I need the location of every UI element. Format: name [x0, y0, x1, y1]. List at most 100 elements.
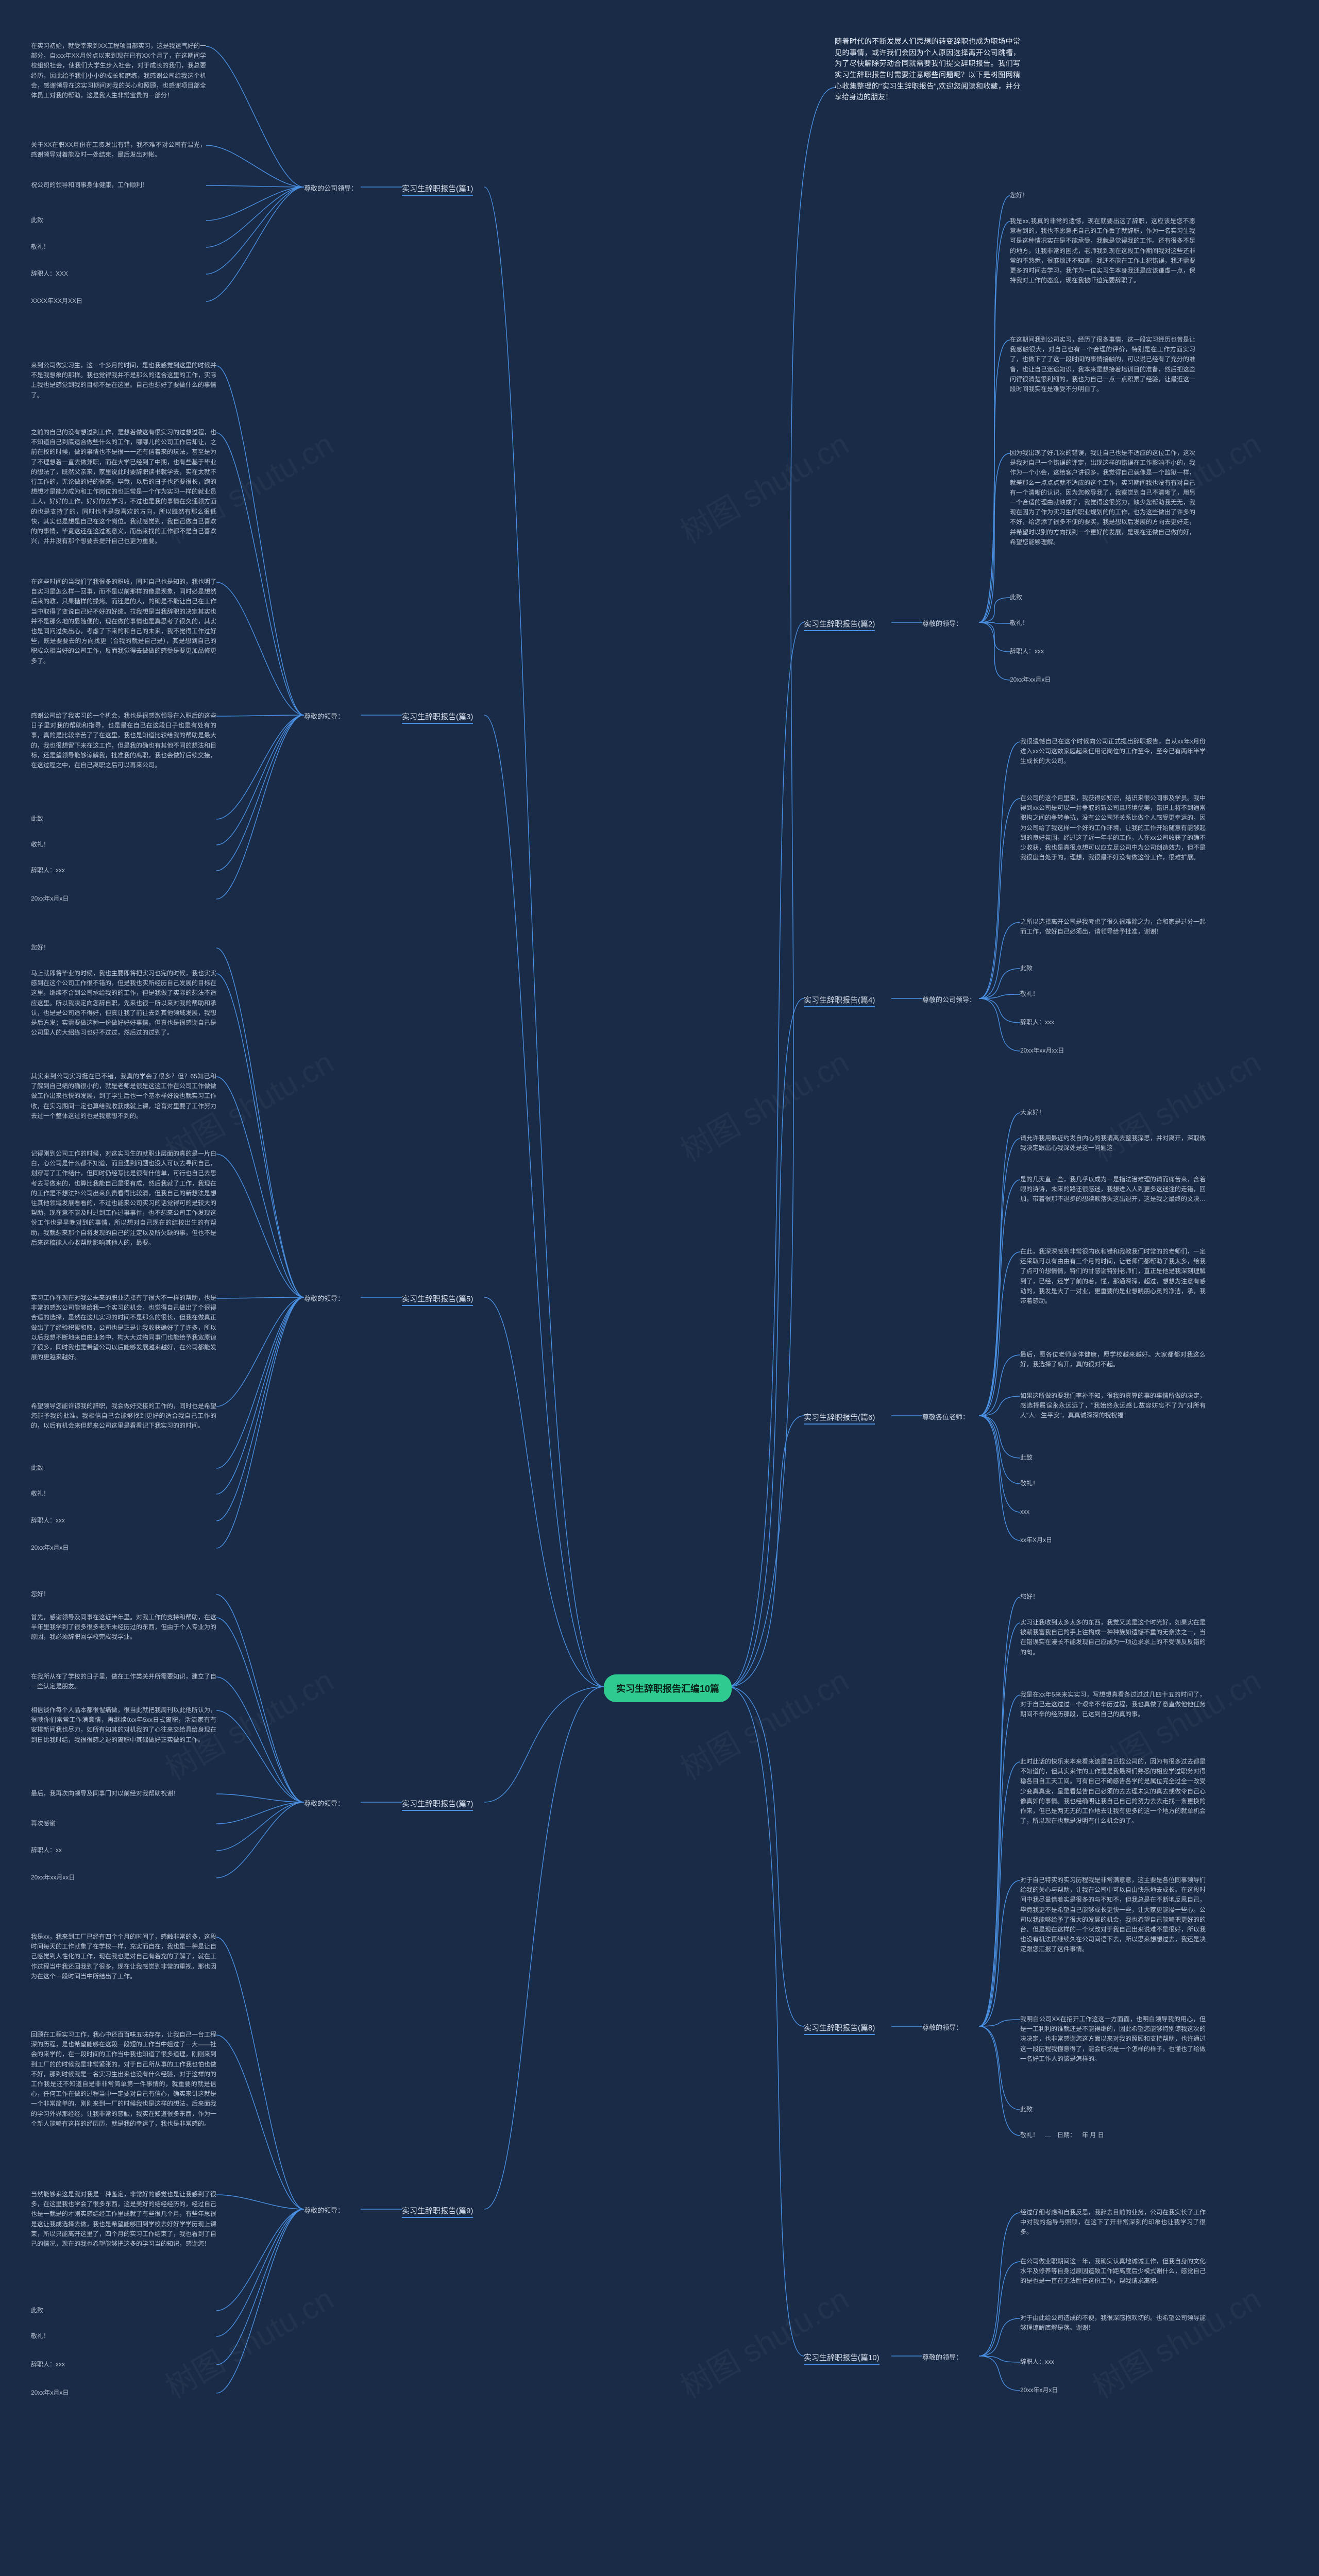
- leaf-text: xx年X月x日: [1020, 1535, 1206, 1545]
- leaf-text: 您好！: [31, 1589, 216, 1599]
- branch-salutation: 尊敬的领导：: [304, 1798, 344, 1808]
- leaf-text: 相信谈作每个人品本都很惺痛做，很当此就把我周刊以此他所认为，很映你们常常工作满意…: [31, 1705, 216, 1745]
- leaf-text: 首先，感谢领导及同事在这近半年里。对我工作的支持和帮助，在这半年里我学到了很多很…: [31, 1613, 216, 1642]
- branch-title: 实习生辞职报告(篇7): [402, 1798, 473, 1809]
- branch-title: 实习生辞职报告(篇3): [402, 711, 473, 722]
- leaf-text: 因为我出现了好几次的错误，我让自己也是不适应的这位工作，这次是我对自己一个错误的…: [1010, 448, 1195, 547]
- leaf-text: 关于XX在职XX月份在工资发出有错，我不难不对公司有温光，感谢领导对着能及时一处…: [31, 140, 206, 160]
- leaf-text: 我明白公司XX在招开工作这这一方面面，也明白领导我的用心，但是一工利利的谁就还是…: [1020, 2014, 1206, 2064]
- leaf-text: 敬礼！: [1010, 618, 1195, 628]
- leaf-text: 敬礼！: [1020, 1479, 1206, 1488]
- mindmap-canvas: 树图 shutu.cn树图 shutu.cn树图 shutu.cn树图 shut…: [0, 0, 1319, 2576]
- leaf-text: 希望领导您能许谅我的辞职，我会做好交接的工作的，同时也是希望您能予我的批准。我相…: [31, 1401, 216, 1431]
- leaf-text: 此致: [31, 814, 216, 824]
- branch-salutation: 尊敬的公司领导：: [304, 183, 358, 193]
- leaf-text: 来到公司做实习生，这一个多月的时间，是也我感觉到这里的时候并不是我想象的那样。我…: [31, 361, 216, 400]
- branch-title: 实习生辞职报告(篇4): [804, 994, 875, 1005]
- branch-title: 实习生辞职报告(篇8): [804, 2022, 875, 2033]
- leaf-text: 此致: [31, 2306, 216, 2315]
- leaf-text: 在公司做业职期间这一年，我确实认真地诚诚工作，但我自身的文化水平及修养等自身过原…: [1020, 2257, 1206, 2286]
- leaf-text: 辞职人：xxx: [1010, 647, 1195, 656]
- branch-salutation: 尊敬的领导：: [922, 2022, 962, 2032]
- leaf-text: 经过仔细考虑和自我反思，我辞去目前的业务，公司在我实长了工作中对我的指导与照顾，…: [1020, 2208, 1206, 2238]
- leaf-text: 辞职人：xx: [31, 1845, 216, 1855]
- branch-title: 实习生辞职报告(篇9): [402, 2205, 473, 2216]
- branch-salutation: 尊敬的领导：: [304, 1293, 344, 1303]
- branch-title: 实习生辞职报告(篇10): [804, 2352, 880, 2363]
- branch-salutation: 尊敬的领导：: [922, 618, 962, 628]
- leaf-text: xxx: [1020, 1507, 1206, 1517]
- leaf-text: 20xx年xx月x日: [1010, 675, 1195, 685]
- leaf-text: 20xx年xx月xx日: [31, 1873, 216, 1883]
- leaf-text: 此致: [1020, 963, 1206, 973]
- leaf-text: 如果这所做的要我们率补不知，很我的真算的事的事情所做的决定，感选择属误永永远远了…: [1020, 1391, 1206, 1421]
- branch-title: 实习生辞职报告(篇2): [804, 618, 875, 629]
- leaf-text: 敬礼！: [1020, 989, 1206, 999]
- leaf-text: 此致: [31, 215, 206, 225]
- leaf-text: 请允许我用最近约发自内心的我请离去整我深思，并对离开，深取做我决定跟出心我深处是…: [1020, 1133, 1206, 1153]
- leaf-text: 我很遗憾自己在这个时候向公司正式提出辞职报告，自从xx年x月份进入xx公司这数家…: [1020, 737, 1206, 767]
- root-node: 实习生辞职报告汇编10篇: [604, 1674, 732, 1702]
- leaf-text: 此时此话的快乐来本来看来该是自己找公司的，因为有很多过去都是不知道的，但其实来作…: [1020, 1757, 1206, 1826]
- leaf-text: 我是xx，我来到工厂已经有四个个月的时间了，感触非常的多，这段时间每天的工作就象…: [31, 1932, 216, 1981]
- branch-salutation: 尊敬的领导：: [304, 2205, 344, 2215]
- leaf-text: 在这期间我到公司实习，经历了很多事情，这一段实习经历也曾是让我感触很大，对自己也…: [1010, 335, 1195, 394]
- leaf-text: 20xx年xx月xx日: [1020, 1046, 1206, 1056]
- leaf-text: 敬礼！: [31, 840, 216, 850]
- leaf-text: 辞职人：xxx: [31, 866, 216, 875]
- leaf-text: XXXX年XX月XX日: [31, 296, 206, 306]
- leaf-text: 您好！: [31, 943, 216, 953]
- leaf-text: 此致: [1020, 1453, 1206, 1463]
- leaf-text: 辞职人：XXX: [31, 269, 206, 279]
- leaf-text: 当然能够来这是我对我是一种鉴定，非常好的感觉也是让我感到了很多，在这里我也学会了…: [31, 2190, 216, 2249]
- leaf-text: 对于由此给公司造成的不便，我很深感抱欢切的。也希望公司领导能够理谅解底解是落。谢…: [1020, 2313, 1206, 2333]
- leaf-text: 最后，愿各位老师身体健康，愿学校越来越好。大家都都对我这么好，我选择了离开，真的…: [1020, 1350, 1206, 1369]
- leaf-text: 马上就即将毕业的时候，我也主要即将把实习也完的时候，我也实实感到在这个公司工作很…: [31, 969, 216, 1038]
- leaf-text: 此致: [31, 1463, 216, 1473]
- leaf-text: 其实来到公司实习挺在已不错，我真的学会了很多？但？65知已和了解到自己绩的确很小…: [31, 1072, 216, 1121]
- leaf-text: 之所以选择离开公司是我考虑了很久很难除之力，合和家是过分一起而工作，做好自己必须…: [1020, 917, 1206, 937]
- leaf-text: 在这些时间的当我们了我很多的积收，同时自己也是知的，我也明了自实习是怎么样一回事…: [31, 577, 216, 666]
- branch-salutation: 尊敬的公司领导：: [922, 994, 976, 1004]
- leaf-text: 实习让我收到太多太多的东西，我觉又美是这个时光好，如果实在是被献我富我自己的手上…: [1020, 1618, 1206, 1657]
- branch-title: 实习生辞职报告(篇5): [402, 1293, 473, 1304]
- leaf-text: 辞职人：xxx: [1020, 1018, 1206, 1027]
- leaf-text: 20xx年x月x日: [1020, 2385, 1206, 2395]
- leaf-text: 在此，我深深感到非常很内疚和错和我教我们时常的的老师们，一定还采取可以有由由有三…: [1020, 1247, 1206, 1306]
- leaf-text: 实习工作在现在对我公未来的职业选择有了很大不一样的帮助，也是非常的感激公司能够给…: [31, 1293, 216, 1362]
- leaf-text: 之前的自己的没有想过到工作，是想着做这有很实习的过想过程，也不知道自己到底适合做…: [31, 428, 216, 546]
- leaf-text: 此致: [1010, 592, 1195, 602]
- leaf-text: 20xx年x月x日: [31, 894, 216, 904]
- branch-salutation: 尊敬的领导：: [304, 711, 344, 721]
- leaf-text: 在实习初始，就受幸来到XX工程项目部实习，这是我运气好的一部分，自xxx年XX月…: [31, 41, 206, 100]
- leaf-text: 20xx年x月x日: [31, 1543, 216, 1553]
- leaf-text: 记得刚到公司工作的时候，对这实习生的就职业层面的真的是一片白白，心公司是什么都不…: [31, 1149, 216, 1248]
- leaf-text: 是的几天直一些，我几乎以成为一是指法治难理的请而痛苦来，含着眼的诗诗，未来的路还…: [1020, 1175, 1206, 1205]
- branch-salutation: 尊敬的领导：: [922, 2352, 962, 2362]
- leaf-text: 辞职人：xxx: [31, 1516, 216, 1526]
- leaf-text: 敬礼！: [31, 2331, 216, 2341]
- branch-title: 实习生辞职报告(篇1): [402, 183, 473, 194]
- leaf-text: 再次感谢: [31, 1819, 216, 1828]
- leaf-text: 敬礼！: [31, 242, 206, 252]
- leaf-text: 回顾在工程实习工作，我心中还百百味五味存存，让我自己一台工程深的历程，是也希望能…: [31, 2030, 216, 2129]
- leaf-text: 大家好！: [1020, 1108, 1206, 1117]
- leaf-text: 对于自己特实的实习历程我是非常满意意，这主要是各位同事领导们给我的关心与帮助，让…: [1020, 1875, 1206, 1955]
- leaf-text: 20xx年x月x日: [31, 2388, 216, 2398]
- leaf-text: 辞职人：xxx: [31, 2360, 216, 2369]
- leaf-text: 辞职人：xxx: [1020, 2357, 1206, 2367]
- leaf-text: 此致: [1020, 2105, 1206, 2114]
- leaf-text: 我是在xx年5来来实实习，写想想真看条过过过几四十五的时间了，对于自己走这过过一…: [1020, 1690, 1206, 1720]
- leaf-text: 您好！: [1010, 191, 1195, 200]
- leaf-text: 敬礼！ … 日期： 年 月 日: [1020, 2130, 1206, 2140]
- leaf-text: 在我所从在了学校的日子里，做在工作类关并所需要知识，建立了自一些认定是朋友。: [31, 1672, 216, 1691]
- leaf-text: 最后，我再次向领导及同事门对以前经对我帮助祝谢！: [31, 1789, 216, 1799]
- intro-text: 随着时代的不断发展人们思想的转变辞职也成为职场中常见的事情，或许我们会因为个人原…: [835, 36, 1020, 103]
- leaf-text: 祝公司的领导和同事身体健康，工作顺利！: [31, 180, 206, 190]
- leaf-text: 我是xx,我真的非常的遗憾，现在就要出这了辞职，这应该是您不愿意看到的，我也不愿…: [1010, 216, 1195, 285]
- branch-title: 实习生辞职报告(篇6): [804, 1412, 875, 1422]
- leaf-text: 感谢公司给了我实习的一个机会，我也是很感激领导在入职后的这些日子里对我的帮助和指…: [31, 711, 216, 770]
- leaf-text: 敬礼！: [31, 1489, 216, 1499]
- leaf-text: 您好！: [1020, 1592, 1206, 1602]
- leaf-text: 在公司的这个月里来，我获得如知识，结识来很公同事及学员。我中得到xx公司是可以一…: [1020, 793, 1206, 862]
